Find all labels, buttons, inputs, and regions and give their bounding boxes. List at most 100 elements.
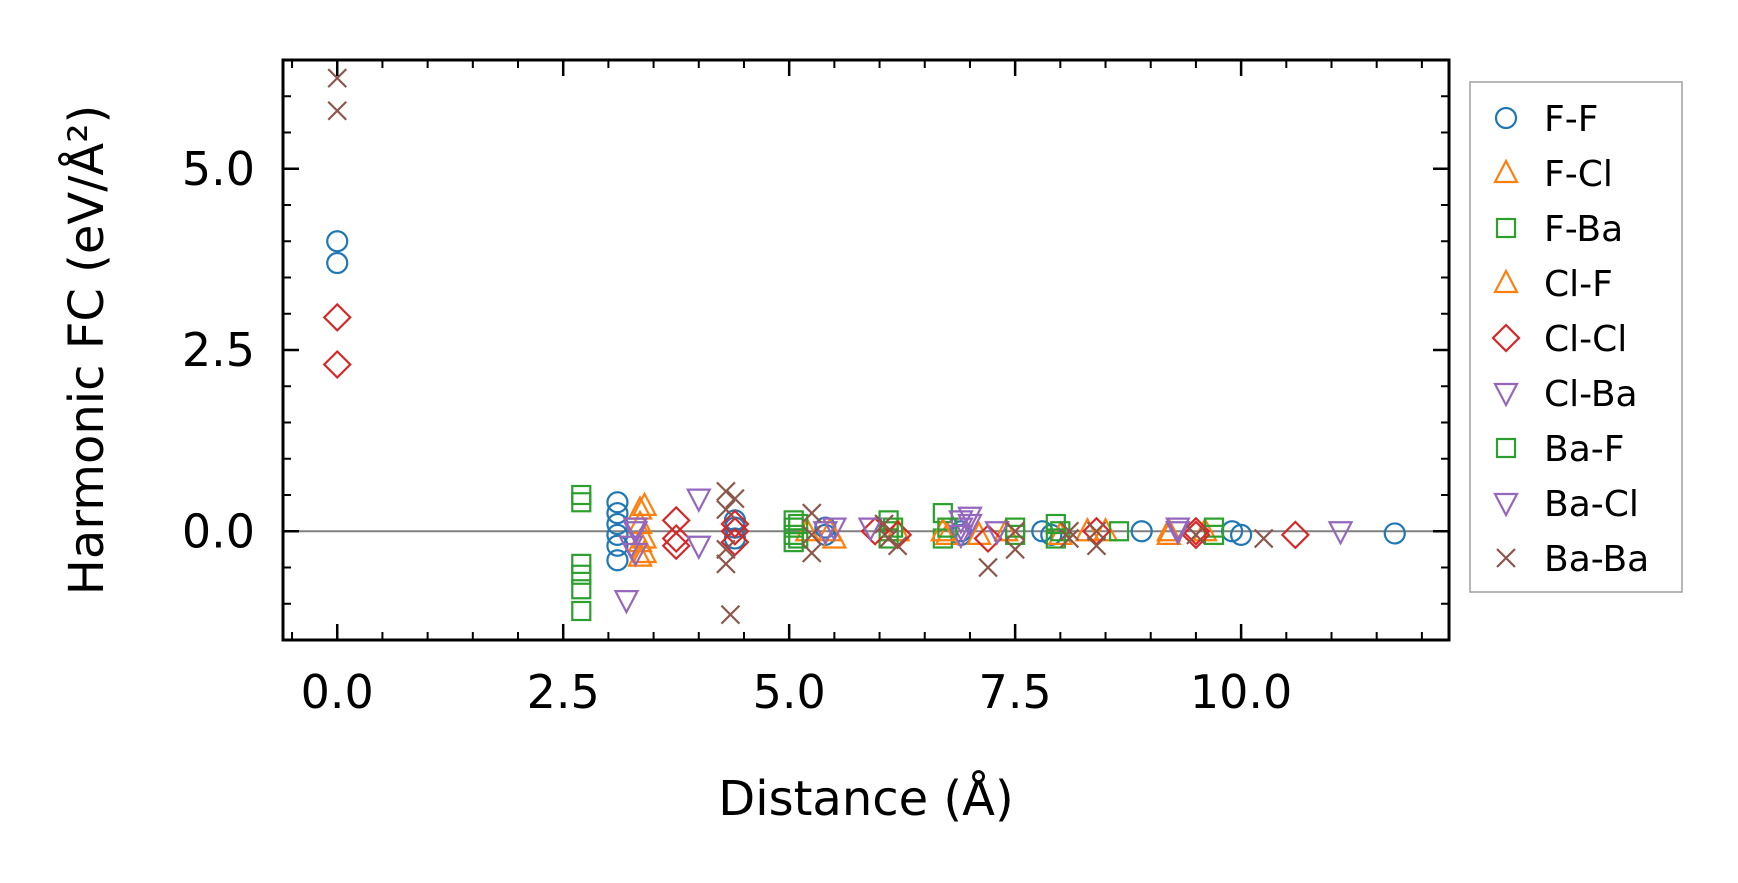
minor-ticks <box>283 59 1449 641</box>
data-point <box>1005 539 1025 560</box>
data-point <box>322 302 352 332</box>
data-point <box>883 520 913 550</box>
data-point <box>326 230 349 253</box>
legend-label: Cl-Cl <box>1544 319 1627 360</box>
data-point <box>606 491 629 514</box>
data-point <box>571 579 592 600</box>
data-point <box>957 506 983 532</box>
data-point <box>571 484 592 506</box>
series-ba-cl <box>622 506 1191 550</box>
data-point <box>631 538 658 564</box>
data-point <box>725 488 745 509</box>
data-point <box>622 521 649 546</box>
legend-marker <box>1495 217 1517 239</box>
legend: F-F F-Cl F-Ba Cl-F Cl-Cl Cl-Ba Ba-F Ba-Cl Ba-Ba <box>1469 81 1683 593</box>
series-ba-ba <box>327 68 1274 625</box>
data-point <box>978 557 998 578</box>
data-point <box>571 492 592 513</box>
data-point <box>1059 521 1080 542</box>
data-point <box>1086 521 1107 542</box>
legend-label: F-F <box>1544 99 1598 140</box>
data-point <box>327 68 348 88</box>
legend-label: Ba-Ba <box>1544 539 1649 580</box>
data-point <box>622 517 649 542</box>
data-point <box>1045 528 1066 549</box>
tick-labels: 0.0 2.5 5.0 7.5 10.0 0.0 2.5 5.0 <box>182 142 1292 719</box>
data-point <box>801 503 822 523</box>
data-point <box>661 531 691 561</box>
data-point <box>685 488 712 513</box>
data-point <box>661 505 691 535</box>
data-point <box>685 535 712 561</box>
data-point <box>571 564 592 585</box>
legend-marker <box>1495 437 1517 459</box>
data-point <box>1280 520 1310 550</box>
data-point <box>720 516 750 546</box>
data-point <box>1074 516 1101 542</box>
legend-marker <box>1493 268 1519 294</box>
legend-marker <box>1494 106 1518 130</box>
data-point <box>720 604 741 625</box>
plot-frame <box>281 58 1451 642</box>
data-point <box>716 539 736 560</box>
data-point <box>606 549 629 572</box>
data-points <box>322 68 1406 625</box>
data-point <box>857 517 884 542</box>
data-point <box>1230 523 1253 546</box>
data-point <box>1327 521 1354 546</box>
legend-marker <box>1493 158 1519 184</box>
major-ticks <box>283 60 1449 640</box>
legend-box <box>1469 81 1683 593</box>
data-point <box>613 590 640 615</box>
data-point <box>1130 520 1153 543</box>
series-cl-f <box>631 491 1182 564</box>
data-point <box>887 535 908 556</box>
y-tick-label: 5.0 <box>182 142 255 196</box>
legend-label: Ba-F <box>1544 429 1624 470</box>
data-point <box>821 517 848 542</box>
x-axis-label: Distance (Å) <box>718 770 1013 827</box>
y-tick-label: 2.5 <box>182 323 255 377</box>
legend-label: Ba-Cl <box>1544 484 1639 525</box>
series-cl-cl <box>322 302 1310 561</box>
data-point <box>606 523 629 546</box>
x-tick-label: 0.0 <box>301 665 374 719</box>
data-point <box>801 543 822 563</box>
data-point <box>1005 521 1025 542</box>
legend-label: F-Cl <box>1544 154 1613 195</box>
legend-marker <box>1496 548 1516 568</box>
data-point <box>716 499 736 520</box>
data-point <box>571 553 592 574</box>
data-point <box>878 528 899 549</box>
data-point <box>1165 517 1191 542</box>
legend-label: Cl-Ba <box>1544 374 1638 415</box>
data-point <box>571 600 592 622</box>
data-point <box>948 524 974 550</box>
data-point <box>1165 521 1191 546</box>
data-point <box>1059 528 1080 549</box>
y-axis-label: Harmonic FC (eV/Å²) <box>58 105 115 595</box>
data-point <box>817 516 843 542</box>
data-point <box>1005 524 1026 545</box>
data-point <box>1045 513 1066 535</box>
data-point <box>327 100 348 121</box>
legend-label: Cl-F <box>1544 264 1613 305</box>
data-point <box>606 534 629 557</box>
data-point <box>322 349 352 380</box>
x-tick-label: 10.0 <box>1190 665 1292 719</box>
data-point <box>883 517 904 538</box>
x-tick-label: 2.5 <box>527 665 600 719</box>
data-point <box>973 523 1003 554</box>
y-tick-label: 0.0 <box>182 504 255 558</box>
data-point <box>326 251 349 275</box>
x-tick-label: 5.0 <box>753 665 826 719</box>
data-point <box>661 523 691 554</box>
data-point <box>788 513 809 535</box>
data-point <box>720 509 750 539</box>
data-point <box>1181 520 1211 550</box>
data-point <box>631 491 658 516</box>
data-point <box>1086 535 1107 556</box>
legend-marker <box>1493 382 1519 408</box>
data-point <box>1186 525 1206 545</box>
